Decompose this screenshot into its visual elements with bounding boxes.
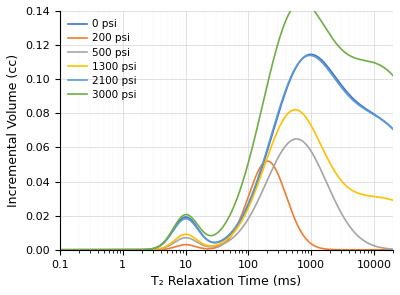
500 psi	[58, 248, 62, 252]
Line: 0 psi: 0 psi	[60, 54, 399, 250]
0 psi	[96, 248, 101, 252]
3000 psi	[188, 214, 192, 218]
Y-axis label: Incremental Volume (cc): Incremental Volume (cc)	[7, 54, 20, 207]
0 psi	[354, 99, 358, 103]
2100 psi	[202, 236, 207, 240]
200 psi	[202, 247, 207, 250]
0 psi	[397, 134, 400, 137]
200 psi	[265, 159, 270, 163]
200 psi	[96, 248, 101, 252]
500 psi	[390, 247, 395, 251]
3000 psi	[354, 57, 358, 60]
500 psi	[188, 237, 192, 240]
0 psi	[308, 53, 313, 56]
1300 psi	[58, 248, 62, 252]
Line: 1300 psi: 1300 psi	[60, 110, 399, 250]
200 psi	[58, 248, 62, 252]
X-axis label: T₂ Relaxation Time (ms): T₂ Relaxation Time (ms)	[152, 275, 302, 288]
2100 psi	[354, 101, 358, 105]
1300 psi	[188, 233, 192, 237]
2100 psi	[397, 134, 400, 138]
1300 psi	[116, 248, 121, 252]
2100 psi	[308, 54, 312, 57]
200 psi	[354, 248, 358, 252]
3000 psi	[202, 231, 207, 235]
500 psi	[96, 248, 101, 252]
2100 psi	[390, 127, 395, 131]
200 psi	[116, 248, 121, 252]
1300 psi	[293, 108, 298, 112]
3000 psi	[96, 248, 101, 252]
Line: 500 psi: 500 psi	[60, 139, 399, 250]
1300 psi	[202, 243, 207, 246]
200 psi	[397, 248, 400, 252]
200 psi	[390, 248, 395, 252]
0 psi	[116, 248, 121, 252]
Line: 2100 psi: 2100 psi	[60, 55, 399, 250]
3000 psi	[299, 0, 304, 4]
3000 psi	[58, 248, 62, 252]
3000 psi	[397, 82, 400, 85]
500 psi	[202, 244, 207, 248]
0 psi	[390, 127, 395, 130]
0 psi	[202, 236, 207, 239]
500 psi	[116, 248, 121, 252]
2100 psi	[58, 248, 62, 252]
Legend: 0 psi, 200 psi, 500 psi, 1300 psi, 2100 psi, 3000 psi: 0 psi, 200 psi, 500 psi, 1300 psi, 2100 …	[65, 16, 140, 103]
1300 psi	[354, 191, 358, 194]
500 psi	[354, 232, 358, 236]
500 psi	[397, 248, 400, 251]
1300 psi	[96, 248, 101, 252]
500 psi	[294, 137, 299, 141]
2100 psi	[96, 248, 101, 252]
2100 psi	[188, 219, 192, 222]
3000 psi	[116, 248, 121, 252]
200 psi	[188, 243, 192, 247]
3000 psi	[390, 73, 395, 77]
Line: 200 psi: 200 psi	[60, 161, 399, 250]
0 psi	[188, 217, 192, 221]
2100 psi	[116, 248, 121, 252]
0 psi	[58, 248, 62, 252]
1300 psi	[397, 201, 400, 204]
Line: 3000 psi: 3000 psi	[60, 2, 399, 250]
1300 psi	[390, 198, 395, 202]
